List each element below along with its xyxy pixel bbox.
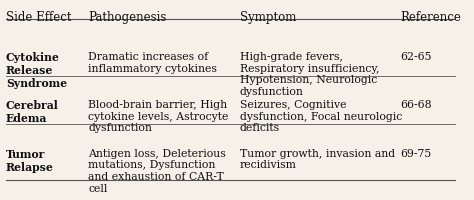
Text: Side Effect: Side Effect xyxy=(6,11,72,24)
Text: Seizures, Cognitive
dysfunction, Focal neurologic
deficits: Seizures, Cognitive dysfunction, Focal n… xyxy=(239,100,402,133)
Text: 66-68: 66-68 xyxy=(400,100,431,110)
Text: Blood-brain barrier, High
cytokine levels, Astrocyte
dysfunction: Blood-brain barrier, High cytokine level… xyxy=(89,100,229,133)
Text: 62-65: 62-65 xyxy=(400,52,431,62)
Text: Reference: Reference xyxy=(400,11,461,24)
Text: Tumor
Relapse: Tumor Relapse xyxy=(6,149,54,173)
Text: Symptom: Symptom xyxy=(239,11,296,24)
Text: Tumor growth, invasion and
recidivism: Tumor growth, invasion and recidivism xyxy=(239,149,395,170)
Text: Cytokine
Release
Syndrome: Cytokine Release Syndrome xyxy=(6,52,67,89)
Text: Dramatic increases of
inflammatory cytokines: Dramatic increases of inflammatory cytok… xyxy=(89,52,217,74)
Text: Antigen loss, Deleterious
mutations, Dysfunction
and exhaustion of CAR-T
cell: Antigen loss, Deleterious mutations, Dys… xyxy=(89,149,226,194)
Text: Pathogenesis: Pathogenesis xyxy=(89,11,167,24)
Text: High-grade fevers,
Respiratory insufficiency,
Hypotension, Neurologic
dysfunctio: High-grade fevers, Respiratory insuffici… xyxy=(239,52,379,97)
Text: Cerebral
Edema: Cerebral Edema xyxy=(6,100,59,124)
Text: 69-75: 69-75 xyxy=(400,149,431,159)
